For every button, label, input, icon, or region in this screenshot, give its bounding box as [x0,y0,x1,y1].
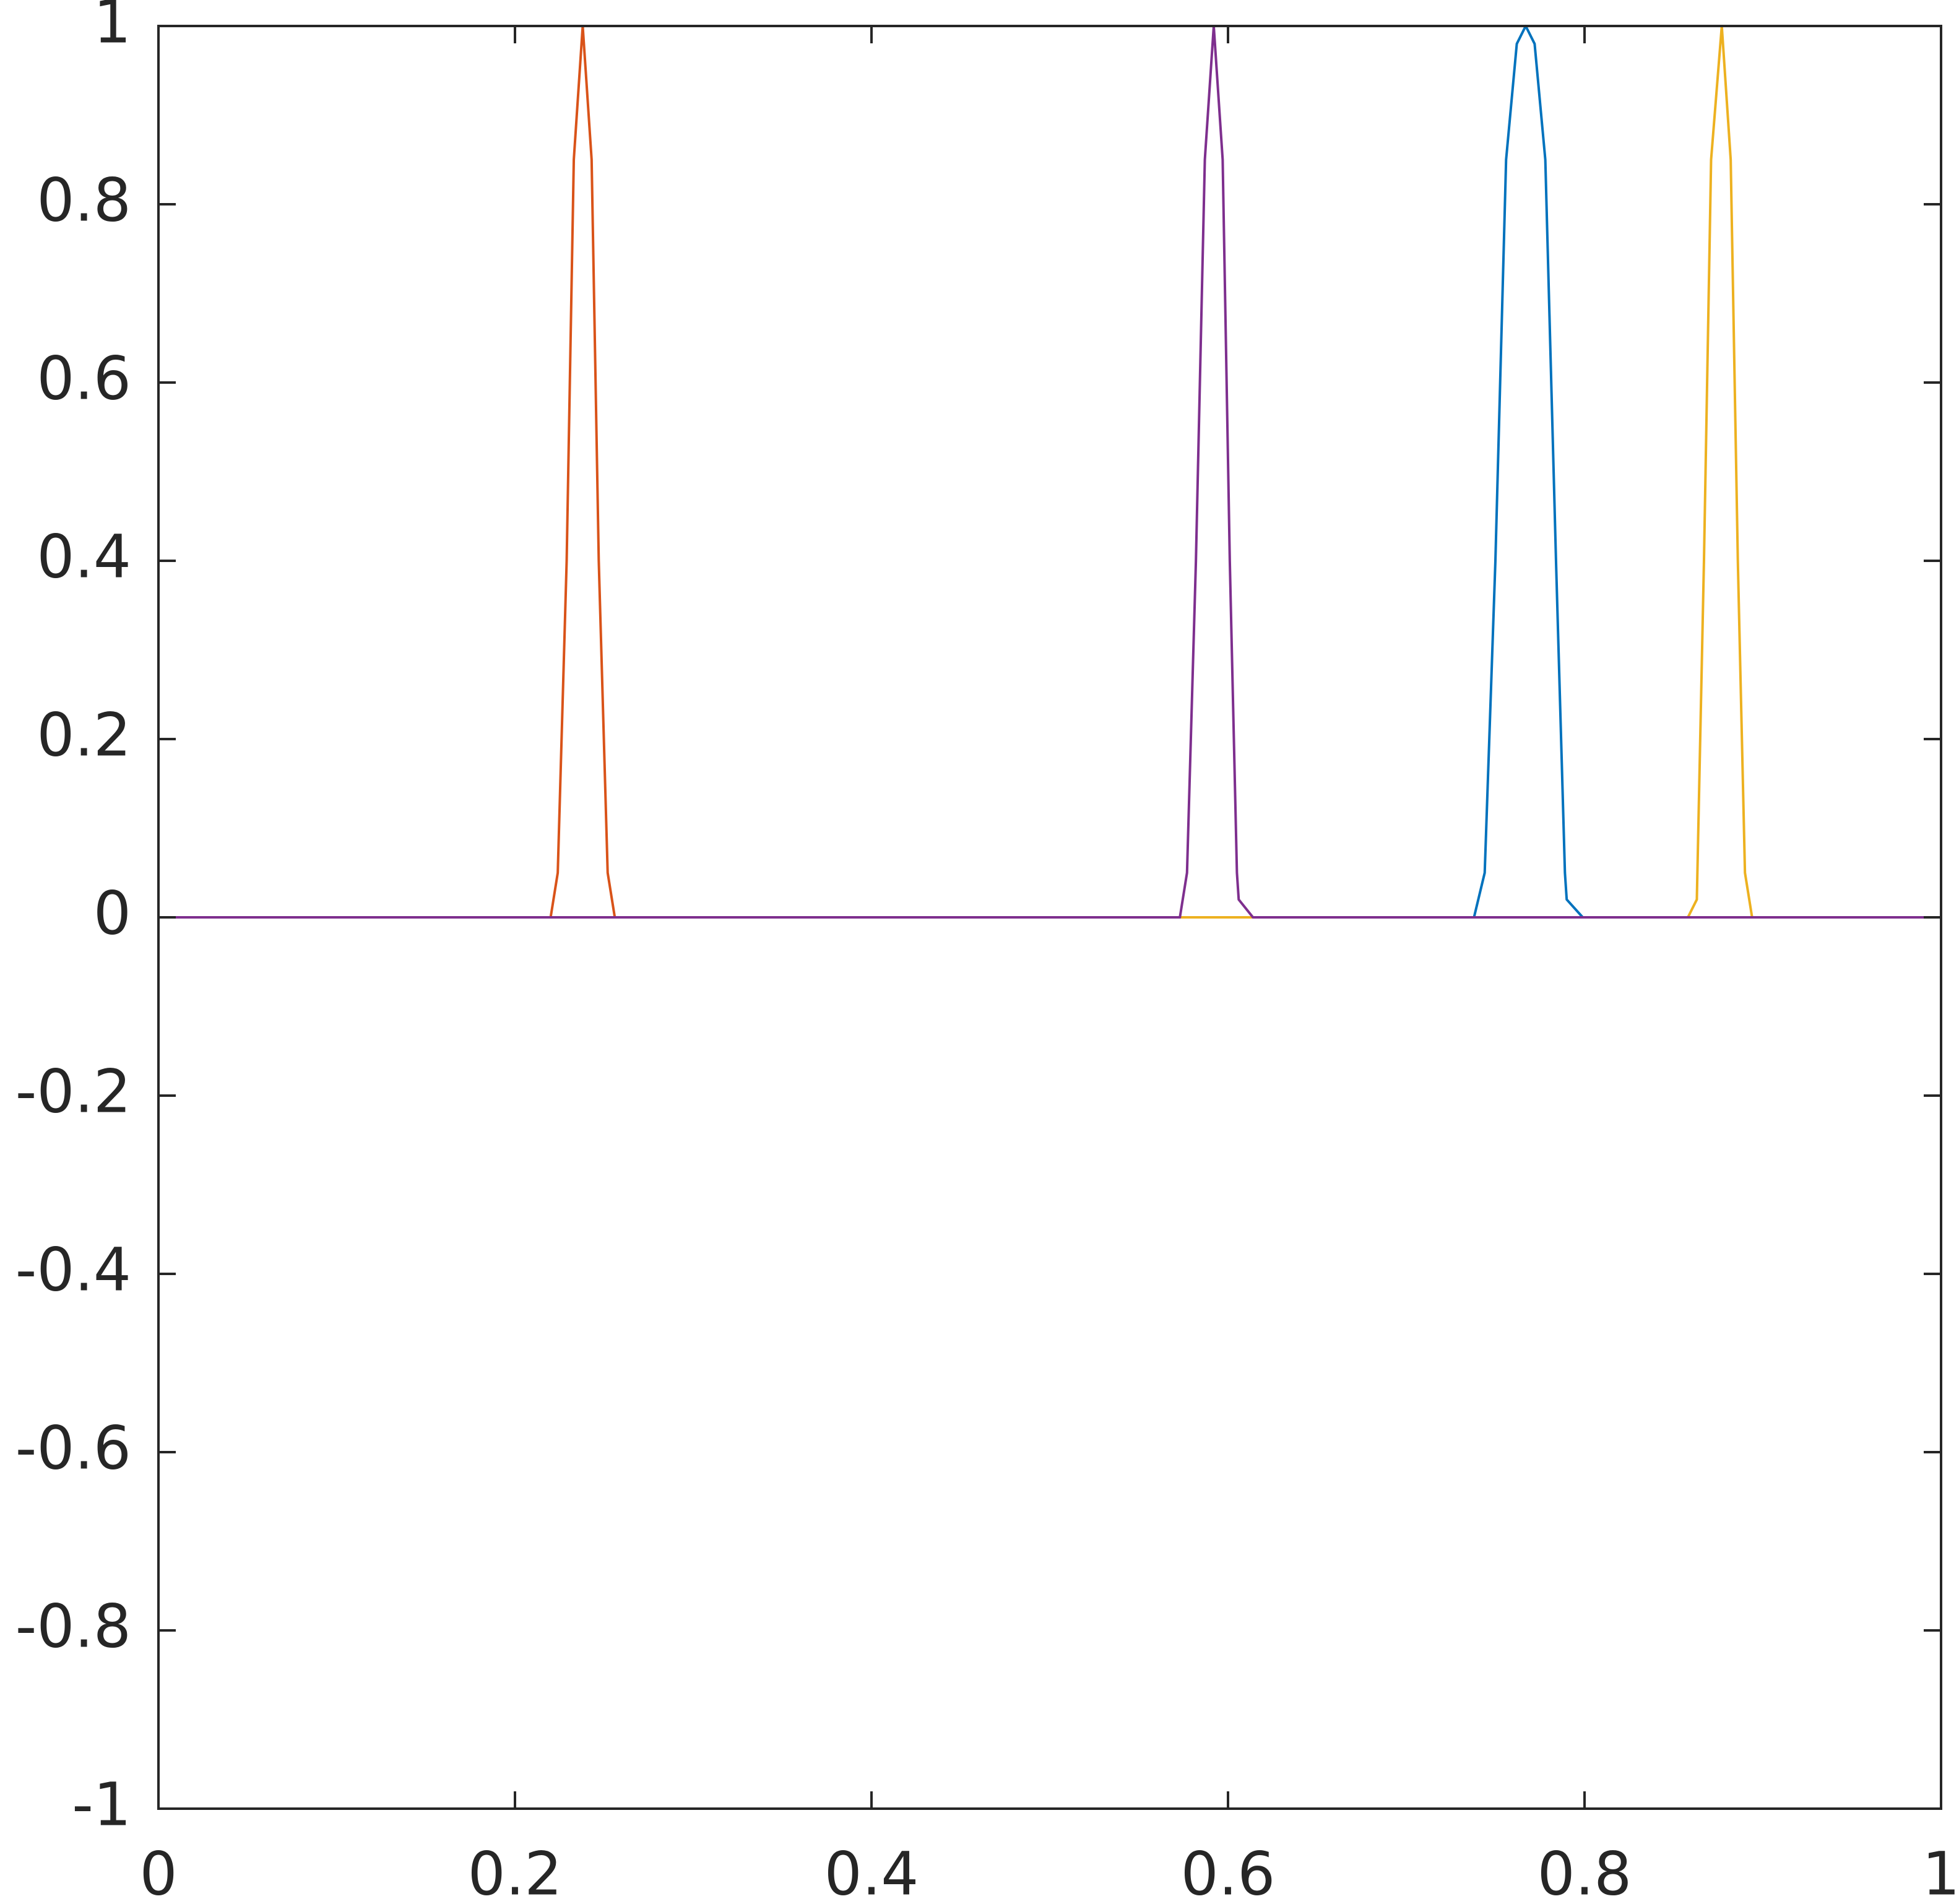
x-tick-label: 0.6 [1181,1839,1276,1904]
y-tick-label: -0.2 [15,1057,131,1126]
x-tick-label: 0.8 [1537,1839,1632,1904]
y-tick-label: 1 [93,0,131,56]
series-line [158,25,1941,919]
x-tick-label: 0 [139,1839,177,1904]
y-tick-label: -0.6 [15,1413,131,1482]
y-tick-label: 0.4 [37,522,131,591]
y-tick-label: 0 [93,878,131,948]
y-tick-label: 0.6 [37,344,131,413]
series-line [158,25,1941,919]
x-tick-label: 1 [1922,1839,1959,1904]
y-tick-label: -0.8 [15,1591,131,1661]
series-line [158,25,1941,919]
y-tick-label: 0.2 [37,700,131,769]
x-tick-label: 0.4 [824,1839,919,1904]
y-tick-label: 0.8 [37,165,131,235]
y-tick-label: -1 [72,1770,131,1839]
series-line [158,25,1941,919]
y-tick-label: -0.4 [15,1235,131,1304]
x-tick-label: 0.2 [468,1839,563,1904]
